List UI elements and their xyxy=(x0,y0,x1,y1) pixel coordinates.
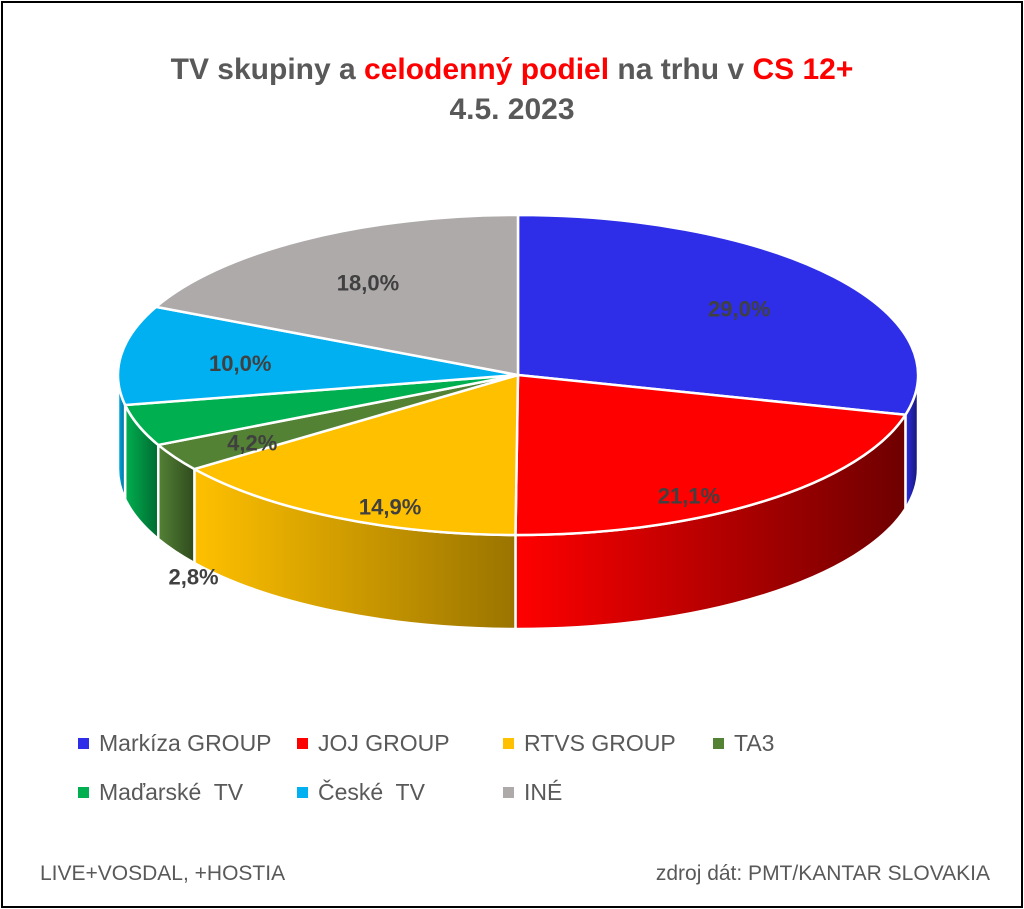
chart-title: TV skupiny a celodenný podiel na trhu v … xyxy=(0,50,1024,130)
title-highlight: CS 12+ xyxy=(752,53,854,86)
data-label: 21,1% xyxy=(658,484,720,509)
footer-source: zdroj dát: PMT/KANTAR SLOVAKIA xyxy=(655,862,990,885)
data-label: 29,0% xyxy=(708,296,770,321)
pie-slice-joj-group xyxy=(514,373,907,537)
title-highlight: celodenný podiel xyxy=(364,53,610,86)
title-line-1: TV skupiny a celodenný podiel na trhu v … xyxy=(0,50,1024,90)
pie-slice-markíza-group xyxy=(516,213,920,417)
footer-note-left: LIVE+VOSDAL, +HOSTIA xyxy=(40,862,286,885)
data-label: 2,8% xyxy=(168,564,218,589)
data-label: 4,2% xyxy=(227,430,277,455)
title-part: TV skupiny a xyxy=(170,53,365,86)
title-part: na trhu v xyxy=(609,53,753,86)
pie-slice-české-tv xyxy=(116,305,520,407)
title-line-2: 4.5. 2023 xyxy=(449,93,575,126)
pie-slice-iné xyxy=(154,213,520,377)
pie-slice-rtvs-group xyxy=(193,373,520,537)
data-label: 10,0% xyxy=(209,351,271,376)
data-label: 18,0% xyxy=(337,270,399,295)
data-label: 14,9% xyxy=(359,495,421,520)
